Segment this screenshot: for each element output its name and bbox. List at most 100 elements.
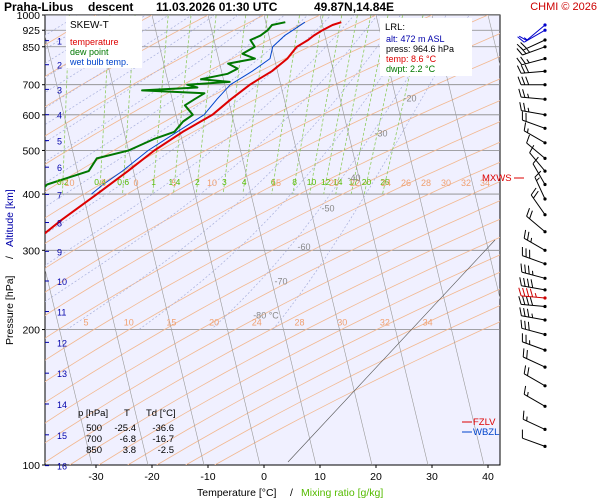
wind-barb-staff bbox=[522, 437, 546, 447]
wind-barb bbox=[518, 287, 547, 300]
y-tick-label: 200 bbox=[22, 325, 40, 337]
moist-adiabat bbox=[45, 15, 193, 109]
wind-barb-feather bbox=[529, 288, 534, 298]
wind-barb-dot bbox=[543, 113, 547, 117]
dry-adiabat bbox=[45, 56, 500, 293]
dry-adiabat bbox=[45, 15, 321, 165]
wind-barb-dot bbox=[543, 304, 547, 309]
table-cell: 500 bbox=[86, 423, 102, 434]
mixing-ratio-label: 12 bbox=[321, 177, 331, 187]
mixing-ratio-label: 25 bbox=[380, 177, 390, 187]
wind-barb-staff bbox=[522, 418, 546, 430]
lrl-title: LRL: bbox=[385, 22, 405, 33]
wind-barb-staff bbox=[521, 70, 546, 74]
isotherm-label: -5 bbox=[98, 178, 106, 188]
isotherm-label: 20 bbox=[329, 178, 339, 188]
wind-barb-feather bbox=[523, 385, 527, 395]
isotherm bbox=[207, 15, 317, 465]
x-tick-label: 0 bbox=[261, 471, 267, 483]
wind-barb-dot bbox=[543, 384, 547, 388]
wind-barb bbox=[519, 307, 547, 322]
wind-barb-staff bbox=[534, 176, 546, 200]
wind-barb-staff bbox=[521, 285, 546, 291]
table-cell: 700 bbox=[86, 434, 102, 445]
wind-barb-dot bbox=[543, 213, 547, 217]
wind-barb-dot bbox=[543, 444, 547, 448]
wind-barb-half-feather bbox=[523, 37, 528, 41]
wind-barb-feather bbox=[529, 297, 534, 306]
wind-barb-staff bbox=[522, 39, 546, 51]
dry-adiabat bbox=[45, 15, 377, 192]
x-tick-label: -10 bbox=[200, 471, 215, 483]
wind-barb-dot bbox=[543, 197, 547, 201]
table-header-td: Td [°C] bbox=[146, 408, 176, 419]
mixing-ratio-label: 0.6 bbox=[117, 177, 129, 187]
dry-adiabat bbox=[98, 254, 500, 465]
x-tick-label: 30 bbox=[426, 471, 438, 483]
upper-isotherm-label: -80 °C bbox=[253, 311, 279, 321]
wind-barb bbox=[517, 76, 547, 87]
mixing-ratio-label: 10 bbox=[307, 177, 317, 187]
wind-barb-half-feather bbox=[536, 177, 540, 182]
altitude-tick-label: 3 bbox=[57, 85, 62, 95]
wind-barb-staff bbox=[521, 303, 546, 307]
wind-barb-feather bbox=[527, 231, 530, 241]
wind-barb-dot bbox=[543, 156, 547, 160]
header-datetime: 11.03.2026 01:30 UTC bbox=[156, 0, 278, 14]
mixing-ratio-label: 4 bbox=[242, 177, 247, 187]
series-dew-point bbox=[45, 21, 286, 189]
wind-barb-staff bbox=[522, 356, 546, 368]
wind-barb-feather bbox=[523, 229, 527, 239]
wind-barb-feather bbox=[524, 320, 526, 330]
altitude-tick-label: 7 bbox=[57, 190, 62, 200]
wind-barb-half-feather bbox=[526, 59, 530, 64]
upper-isotherm-label: -40 bbox=[347, 173, 360, 183]
table-cell: -25.4 bbox=[114, 423, 136, 434]
altitude-tick-label: 15 bbox=[57, 431, 67, 441]
wind-barb bbox=[534, 170, 547, 201]
x-tick-label: 20 bbox=[370, 471, 382, 483]
isotherm-label: 26 bbox=[401, 178, 411, 188]
profile-series bbox=[45, 21, 342, 235]
wind-barb-feather bbox=[524, 64, 530, 73]
wind-barb-feather bbox=[522, 287, 526, 297]
isotherm-label: 30 bbox=[441, 178, 451, 188]
altitude-tick-label: 5 bbox=[57, 137, 62, 147]
wind-barb bbox=[520, 319, 547, 337]
wind-barb bbox=[521, 333, 547, 352]
wind-barb-staff bbox=[521, 295, 546, 299]
mixing-ratio-label: 8 bbox=[292, 177, 297, 187]
wind-barb-half-feather bbox=[534, 292, 537, 298]
wind-barb-dot bbox=[543, 69, 547, 73]
upper-isotherm-label: -60 bbox=[297, 242, 310, 252]
wind-barb-feather bbox=[534, 170, 542, 178]
wind-barb-staff bbox=[521, 58, 546, 66]
wind-barb bbox=[519, 277, 547, 292]
wind-barb-feather bbox=[518, 287, 522, 297]
wind-barb-dot bbox=[543, 28, 547, 32]
x-axis-title-temperature: Temperature [°C] bbox=[197, 487, 277, 499]
altitude-tick-label: 14 bbox=[57, 400, 67, 410]
header-station: Praha-Libus bbox=[4, 0, 74, 14]
wind-barb-dot bbox=[543, 57, 547, 61]
mixing-ratio-label: 17 bbox=[349, 177, 359, 187]
wind-barb-staff bbox=[521, 271, 546, 279]
wind-barb-dot bbox=[543, 318, 547, 322]
dry-adiabat bbox=[45, 15, 97, 46]
legend-item-wetbulb: wet bulb temp. bbox=[69, 57, 129, 67]
altitude-tick-label: 6 bbox=[57, 163, 62, 173]
isotherm-label: 28 bbox=[421, 178, 431, 188]
wind-barb-half-feather bbox=[527, 128, 529, 133]
isotherm-label: 5 bbox=[171, 178, 176, 188]
dry-adiabat bbox=[45, 100, 500, 339]
altitude-tick-label: 4 bbox=[57, 111, 62, 121]
wind-barb bbox=[516, 45, 547, 56]
moist-adiabat bbox=[45, 15, 378, 303]
wind-barb-dot bbox=[543, 427, 547, 431]
mixing-ratio-line bbox=[222, 15, 247, 195]
wind-barb-staff bbox=[526, 215, 546, 233]
wind-barb-dot bbox=[543, 230, 547, 234]
lrl-alt: alt: 472 m ASL bbox=[386, 34, 445, 44]
wind-barb-dot bbox=[543, 141, 547, 145]
